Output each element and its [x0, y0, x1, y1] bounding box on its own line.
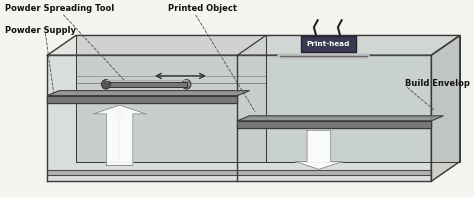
Text: Powder Supply: Powder Supply — [5, 26, 76, 35]
Text: Printed Object: Printed Object — [168, 4, 237, 13]
Polygon shape — [295, 130, 343, 169]
Polygon shape — [431, 35, 460, 181]
Text: Print-head: Print-head — [307, 41, 350, 47]
Polygon shape — [47, 170, 431, 175]
Polygon shape — [47, 35, 460, 55]
Text: Powder Spreading Tool: Powder Spreading Tool — [5, 4, 114, 13]
Polygon shape — [266, 35, 460, 162]
Polygon shape — [47, 96, 237, 103]
Bar — [301, 36, 356, 52]
Ellipse shape — [182, 80, 191, 89]
Ellipse shape — [101, 80, 110, 89]
Polygon shape — [47, 55, 431, 181]
Polygon shape — [76, 35, 266, 162]
Bar — [106, 82, 186, 86]
Polygon shape — [237, 121, 431, 128]
Polygon shape — [237, 116, 443, 121]
Polygon shape — [93, 105, 146, 165]
Text: Build Envelop: Build Envelop — [405, 79, 470, 88]
Polygon shape — [47, 91, 249, 96]
